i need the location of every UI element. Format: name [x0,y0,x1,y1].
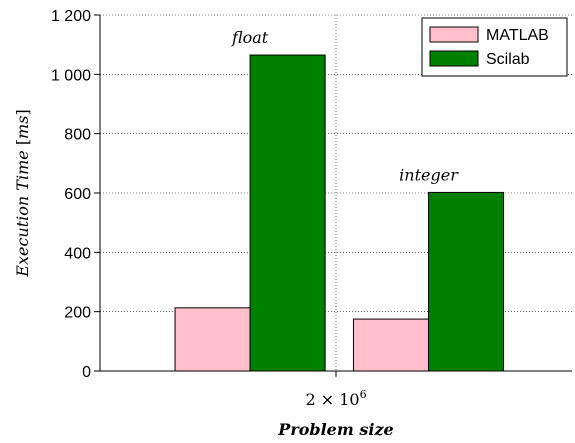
bars [174,54,505,372]
legend-swatch-matlab [429,26,479,43]
y-axis-label-close: ] [13,109,32,115]
y-tick-label: 800 [64,127,91,144]
y-ticks: 0 200 400 600 800 1 000 1 200 [51,8,337,381]
bar-integer-scilab [428,191,505,372]
y-tick-label: 400 [64,245,91,262]
group-label-integer: integer [399,165,459,184]
legend: MATLAB Scilab [421,17,568,77]
bar-integer-matlab [352,318,430,372]
x-axis-label: Problem size [277,420,393,439]
x-tick-exponent: 6 [360,388,367,401]
y-axis-label-unit: ms [13,116,32,139]
y-tick-label: 0 [82,364,91,381]
legend-label-matlab: MATLAB [486,27,549,44]
group-label-float: float [231,28,269,47]
x-tick-base: 2 × 10 [305,390,359,409]
legend-swatch-scilab [429,50,479,67]
y-axis-label-main: Execution Time [13,150,32,277]
y-tick-label: 200 [64,305,91,322]
y-tick-label: 600 [64,186,91,203]
y-tick-label: 1 200 [51,8,91,25]
group-labels: float integer [231,28,459,184]
bar-float-scilab [249,54,326,372]
x-tick-label: 2 × 106 [305,388,366,409]
y-axis-label: Execution Time [ms] [13,109,32,277]
legend-label-scilab: Scilab [486,51,530,68]
y-axis-label-open: [ [13,139,32,150]
bar-float-matlab [174,307,251,372]
y-tick-label: 1 000 [51,67,91,84]
